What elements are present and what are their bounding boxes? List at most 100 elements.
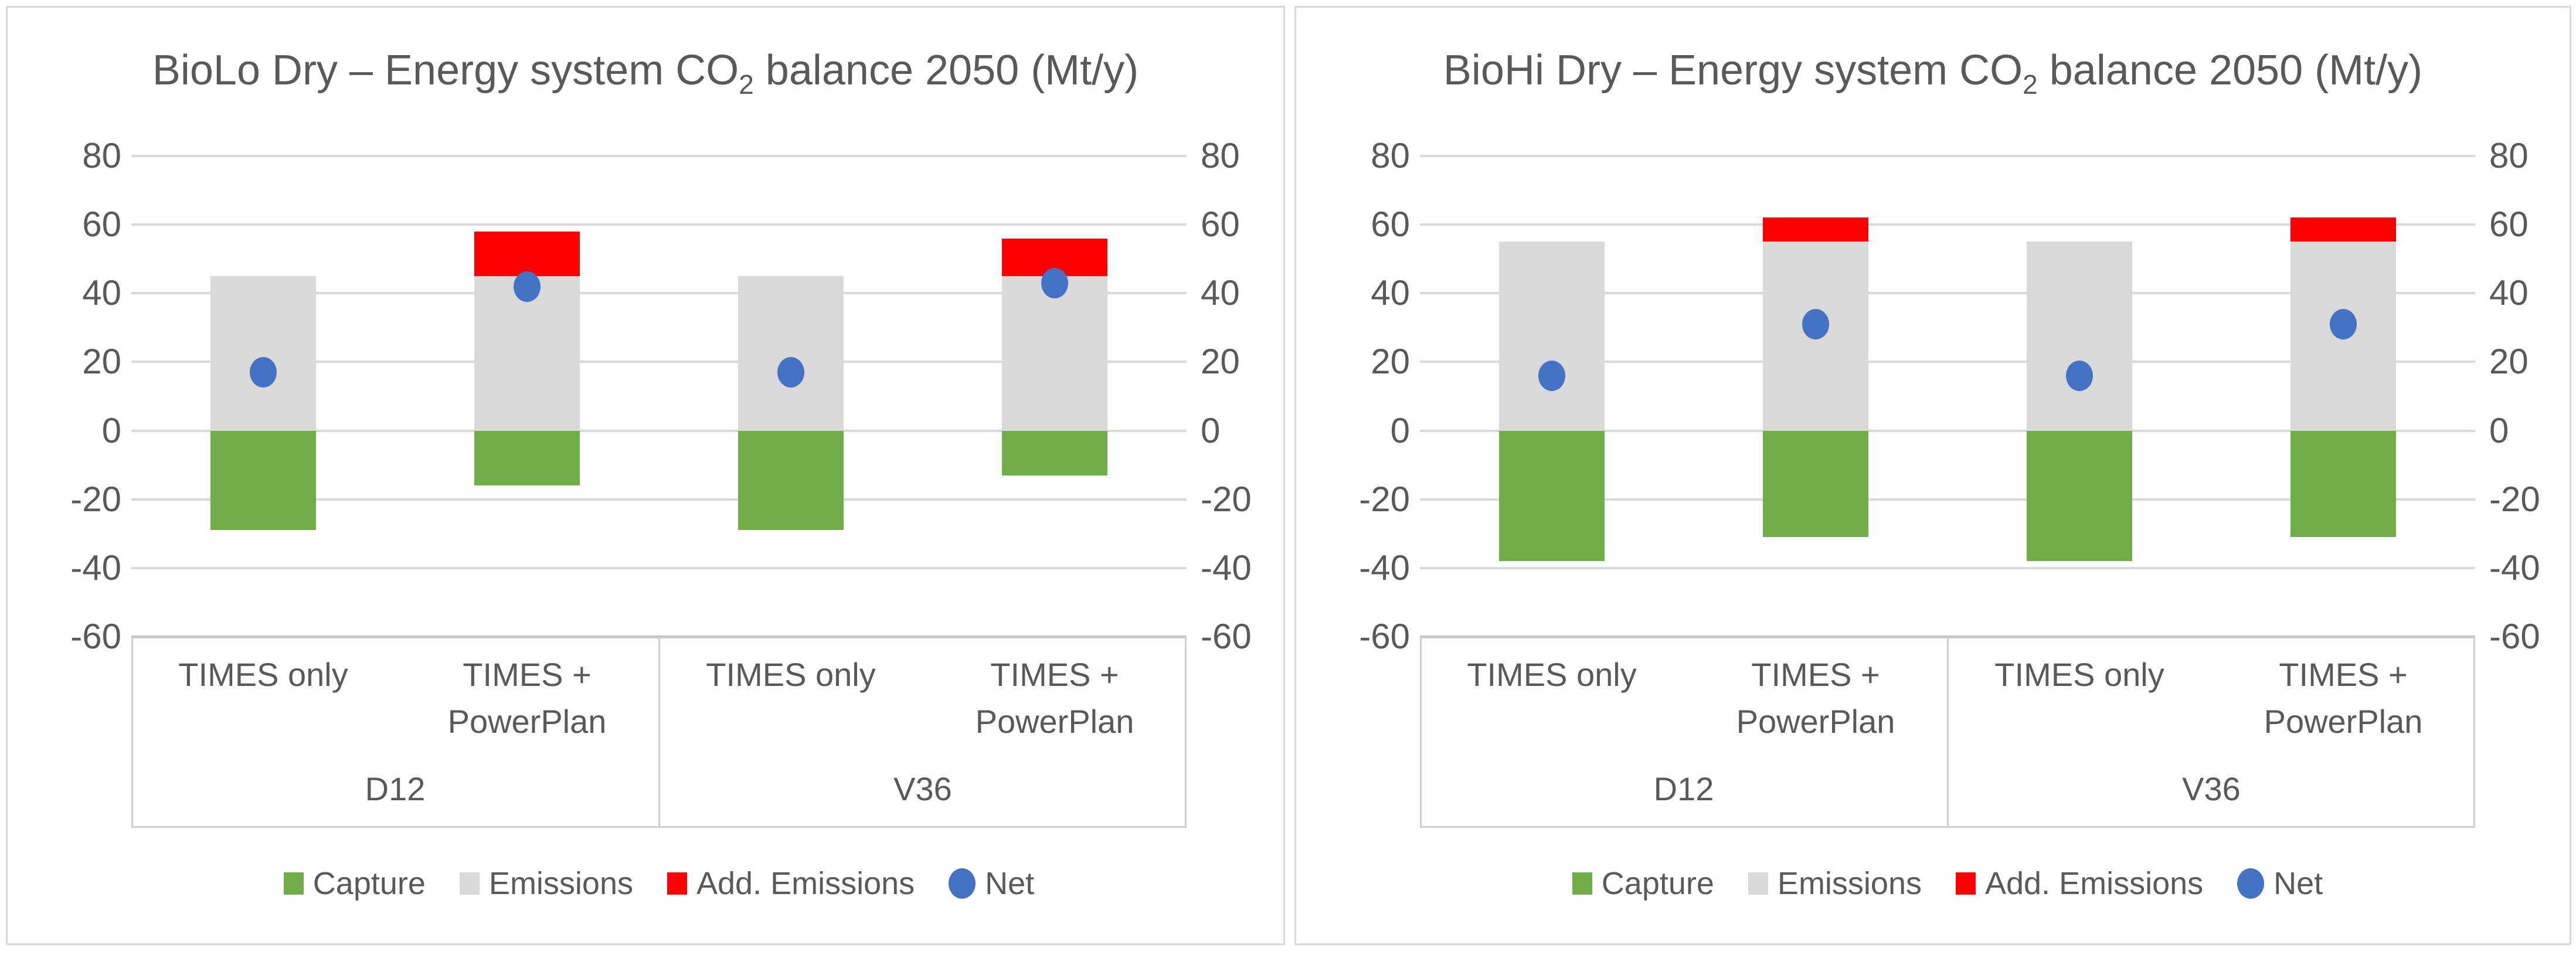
- net-marker: [250, 357, 277, 388]
- y-axis-tick-label-left: -40: [1359, 548, 1410, 587]
- bar-emissions: [1002, 276, 1107, 431]
- category-label: TIMES + PowerPlan: [1736, 656, 1895, 740]
- category-label: TIMES only: [178, 656, 348, 693]
- gridline: [1420, 223, 2475, 226]
- chart-title-suffix: balance 2050 (Mt/y): [2037, 47, 2423, 94]
- y-axis-tick-label-left: 60: [82, 205, 121, 244]
- legend-label: Add. Emissions: [696, 866, 915, 901]
- gridline: [131, 566, 1187, 569]
- category-label: TIMES only: [1994, 656, 2164, 693]
- legend-label: Emissions: [488, 866, 633, 901]
- gridline: [1420, 361, 2475, 363]
- gridline: [1420, 155, 2475, 157]
- bar-emissions: [2027, 242, 2132, 431]
- chart-title: BioHi Dry – Energy system CO2 balance 20…: [1296, 46, 2570, 100]
- y-axis-tick-label-right: 0: [1201, 410, 1221, 450]
- legend-label: Net: [985, 866, 1035, 901]
- legend-item-add-emissions: Add. Emissions: [1955, 865, 2204, 902]
- legend-label: Capture: [312, 866, 426, 901]
- legend-item-capture: Capture: [283, 865, 426, 902]
- category-group-label: V36: [2182, 770, 2241, 807]
- legend-item-emissions: Emissions: [1748, 865, 1922, 902]
- chart-panel-biohi-dry: BioHi Dry – Energy system CO2 balance 20…: [1294, 6, 2571, 945]
- chart-title-text: BioLo Dry – Energy system CO: [152, 47, 739, 94]
- chart-title: BioLo Dry – Energy system CO2 balance 20…: [8, 46, 1283, 100]
- net-marker: [1802, 309, 1829, 339]
- category-label: TIMES + PowerPlan: [2264, 656, 2423, 740]
- y-axis-tick-label-left: -20: [70, 479, 121, 519]
- gridline: [131, 429, 1187, 432]
- legend-label: Net: [2273, 866, 2323, 901]
- gridline: [1420, 566, 2475, 569]
- gridline: [1420, 292, 2475, 295]
- legend-label: Add. Emissions: [1984, 866, 2204, 901]
- legend-label: Emissions: [1777, 866, 1922, 901]
- y-axis-tick-label-left: -20: [1359, 479, 1410, 519]
- chart-title-subscript: 2: [739, 69, 754, 100]
- bar-add-emissions: [474, 231, 580, 276]
- category-group-label: V36: [893, 770, 952, 807]
- category-label: TIMES only: [1467, 656, 1637, 693]
- bar-emissions: [210, 276, 316, 431]
- y-axis-tick-label-right: -40: [1201, 548, 1252, 587]
- y-axis-tick-label-right: -60: [2489, 617, 2540, 656]
- y-axis-tick-label-left: 20: [82, 342, 121, 382]
- bar-capture: [738, 430, 844, 531]
- gridline: [1420, 429, 2475, 432]
- bar-emissions: [474, 276, 580, 431]
- legend-label: Capture: [1601, 866, 1714, 901]
- capture-swatch-icon: [1572, 872, 1592, 895]
- y-axis-tick-label-right: 40: [1201, 273, 1240, 313]
- y-axis-tick-label-right: -60: [1201, 617, 1252, 656]
- legend: Capture Emissions Add. Emissions Net: [131, 858, 1187, 909]
- net-marker: [2330, 309, 2357, 339]
- y-axis-tick-label-right: 20: [2489, 342, 2529, 382]
- net-marker: [777, 357, 804, 388]
- y-axis-tick-label-left: -60: [70, 617, 121, 656]
- emissions-swatch-icon: [459, 872, 480, 895]
- emissions-swatch-icon: [1748, 872, 1768, 895]
- chart-title-subscript: 2: [2023, 69, 2038, 100]
- net-dot-icon: [949, 868, 976, 899]
- net-marker: [514, 271, 541, 302]
- bar-capture: [210, 430, 316, 531]
- legend-item-add-emissions: Add. Emissions: [667, 865, 915, 902]
- category-group-divider: [658, 637, 660, 828]
- chart-title-text: BioHi Dry – Energy system CO: [1443, 47, 2023, 94]
- y-axis-tick-label-left: 80: [1371, 136, 1410, 175]
- bar-emissions: [1499, 242, 1605, 431]
- y-axis-tick-label-left: 20: [1371, 342, 1410, 382]
- bar-emissions: [738, 276, 844, 431]
- y-axis-tick-label-left: 60: [1371, 205, 1410, 244]
- gridline: [131, 223, 1187, 226]
- legend-item-emissions: Emissions: [459, 865, 633, 902]
- y-axis-tick-label-right: -20: [1201, 479, 1252, 519]
- bar-capture: [2027, 430, 2132, 562]
- category-label: TIMES + PowerPlan: [975, 656, 1134, 740]
- y-axis-tick-label-left: 0: [101, 410, 121, 450]
- gridline: [131, 155, 1187, 157]
- bar-add-emissions: [1763, 218, 1868, 242]
- category-group-divider: [1947, 637, 1949, 828]
- chart-title-suffix: balance 2050 (Mt/y): [753, 47, 1139, 94]
- y-axis-tick-label-right: 60: [1201, 205, 1240, 244]
- y-axis-tick-label-right: 60: [2489, 205, 2529, 244]
- y-axis-tick-label-left: 80: [82, 136, 121, 175]
- bar-capture: [1499, 430, 1605, 562]
- capture-swatch-icon: [283, 872, 304, 895]
- y-axis-tick-label-right: 80: [2489, 136, 2529, 175]
- bar-capture: [474, 430, 580, 486]
- category-label: TIMES only: [706, 656, 876, 693]
- y-axis-tick-label-left: -40: [70, 548, 121, 587]
- legend-item-capture: Capture: [1572, 865, 1714, 902]
- y-axis-tick-label-left: -60: [1359, 617, 1410, 656]
- y-axis-tick-label-right: -20: [2489, 479, 2540, 519]
- category-label: TIMES + PowerPlan: [447, 656, 607, 740]
- net-dot-icon: [2237, 868, 2265, 899]
- y-axis-tick-label-left: 40: [82, 273, 121, 313]
- net-marker: [1538, 360, 1565, 391]
- bar-capture: [1002, 430, 1107, 475]
- add-emissions-swatch-icon: [667, 872, 687, 895]
- y-axis-tick-label-right: 40: [2489, 273, 2529, 313]
